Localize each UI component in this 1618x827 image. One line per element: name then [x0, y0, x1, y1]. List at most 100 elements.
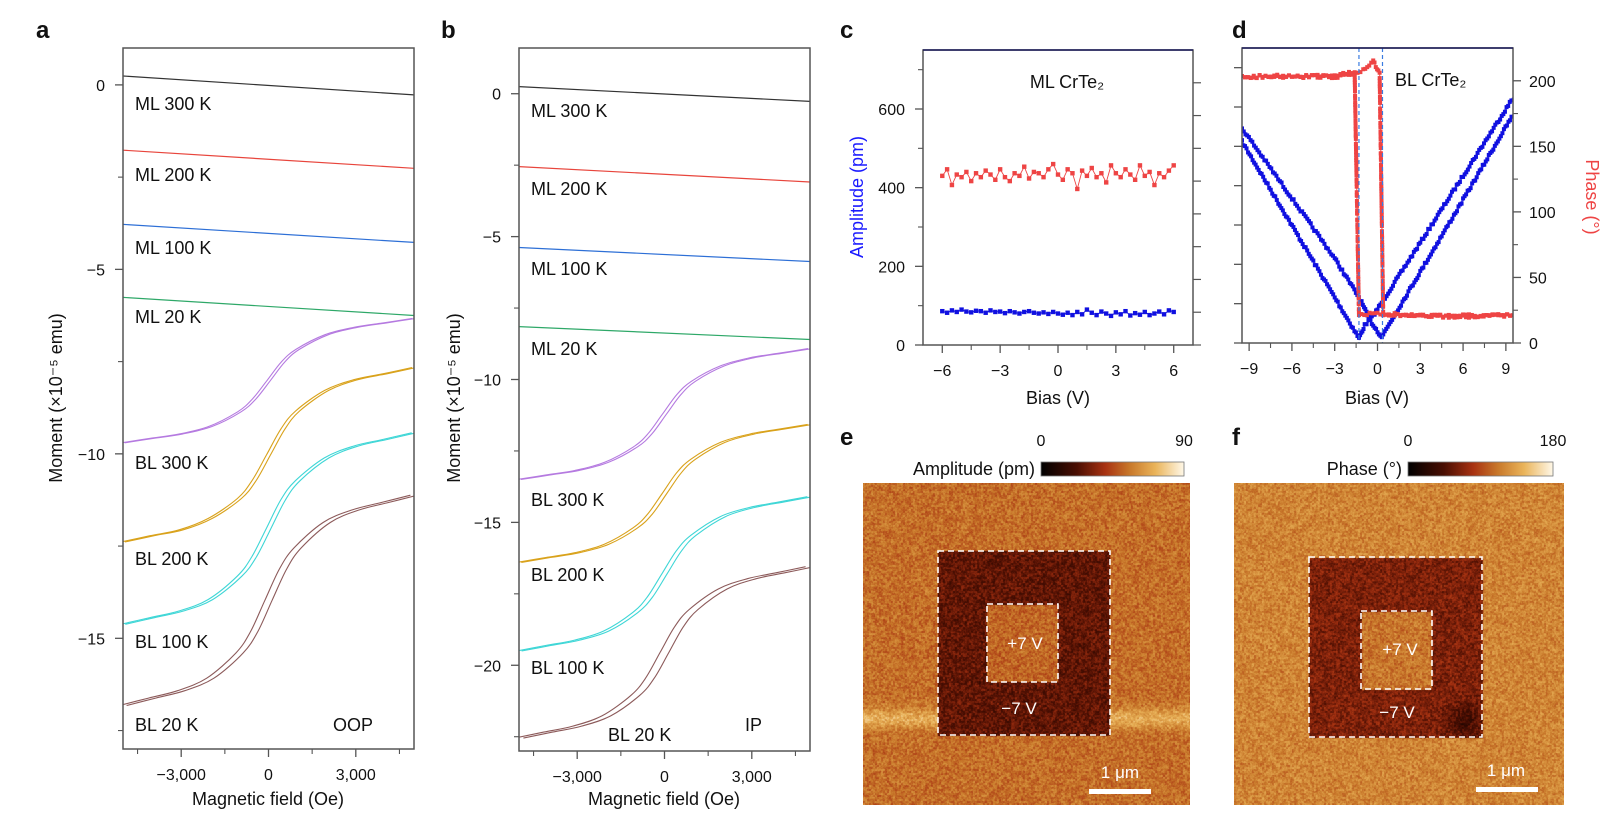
phase-marker	[1055, 172, 1061, 177]
x-axis-label: Magnetic field (Oe)	[588, 789, 740, 809]
phase-marker	[1327, 75, 1332, 80]
outer-bias-label: −7 V	[1001, 699, 1037, 718]
series-label: ML 300 K	[531, 101, 607, 121]
colorbar	[1407, 461, 1554, 477]
amplitude-marker	[1242, 129, 1246, 134]
phase-marker	[1012, 171, 1017, 176]
y-tick-label: −10	[78, 447, 105, 464]
phase-marker	[1286, 73, 1291, 78]
chart-d: Bias (V) Phase (°) BL CrTe₂ −9 −6 −3 0 3 6 9 0 5…	[1234, 47, 1602, 408]
phase-marker	[1379, 203, 1384, 208]
hysteresis-branch-descending	[125, 432, 414, 625]
phase-marker	[969, 178, 974, 184]
phase-marker	[1002, 174, 1008, 180]
amplitude-marker	[1261, 174, 1266, 179]
amplitude-marker	[1349, 282, 1354, 287]
amplitude-marker	[1440, 206, 1445, 211]
phase-marker	[1346, 72, 1351, 77]
phase-marker	[1379, 195, 1384, 200]
amplitude-marker	[1334, 257, 1339, 262]
markers	[940, 161, 1176, 319]
plot-frame	[518, 47, 811, 752]
phase-marker	[1478, 314, 1483, 319]
phase-marker	[1378, 141, 1383, 146]
phase-marker	[1046, 167, 1051, 172]
amplitude-marker	[1246, 134, 1251, 139]
x-tick-label: 6	[1169, 363, 1178, 380]
phase-marker	[1372, 60, 1377, 65]
amplitude-marker	[1303, 214, 1308, 219]
phase-marker	[1332, 73, 1337, 78]
phase-marker	[1464, 315, 1469, 320]
x-tick-label: 3	[1416, 361, 1425, 378]
amplitude-marker	[1465, 167, 1470, 172]
phase-marker	[1409, 312, 1414, 317]
phase-marker	[940, 173, 945, 179]
amplitude-marker	[1070, 312, 1075, 318]
phase-marker	[1421, 313, 1426, 318]
amplitude-marker	[1384, 294, 1389, 299]
annotation-ml-crte2: ML CrTe₂	[1030, 72, 1104, 92]
outer-poled-region	[1308, 556, 1483, 738]
amplitude-marker	[1475, 150, 1480, 155]
phase-marker	[1380, 268, 1385, 273]
phase-marker	[1469, 314, 1474, 319]
x-tick-label: −6	[1283, 361, 1301, 378]
amplitude-marker	[1491, 125, 1496, 130]
phase-marker	[1356, 290, 1361, 295]
phase-marker	[1353, 124, 1358, 129]
x-tick-label: 0	[1373, 361, 1382, 378]
phase-marker	[1502, 314, 1507, 319]
phase-marker	[1380, 255, 1385, 260]
phase-marker	[1377, 76, 1382, 81]
amplitude-marker	[1366, 315, 1371, 320]
amplitude-marker	[1441, 231, 1446, 236]
amplitude-marker	[1272, 171, 1277, 176]
amplitude-marker	[1253, 162, 1258, 167]
phase-marker	[1377, 82, 1382, 87]
amplitude-marker	[1340, 267, 1345, 272]
amplitude-marker	[1257, 150, 1262, 155]
amplitude-marker	[1386, 291, 1391, 296]
hysteresis-branch-ascending	[519, 566, 806, 738]
amplitude-marker	[1265, 161, 1270, 166]
chart-c: Bias (V) Amplitude (pm) ML CrTe₂ −6 −3 0 3 6…	[847, 49, 1201, 408]
amplitude-marker	[1390, 317, 1395, 322]
amplitude-marker	[1270, 191, 1275, 196]
x-tick-label: 0	[660, 769, 669, 786]
amplitude-marker	[978, 308, 984, 314]
amplitude-marker	[1457, 179, 1462, 184]
phase-marker	[1354, 184, 1359, 189]
phase-marker	[1242, 75, 1247, 80]
amplitude-marker	[1335, 299, 1340, 304]
y-tick-label: −5	[87, 262, 105, 279]
amplitude-marker	[1382, 329, 1387, 334]
amplitude-marker	[1242, 126, 1244, 131]
hysteresis-branch-ascending	[123, 317, 413, 444]
phase-marker	[1355, 218, 1360, 223]
phase-marker	[1379, 212, 1384, 217]
amplitude-marker	[1375, 330, 1380, 335]
amplitude-marker	[1329, 290, 1334, 295]
amplitude-marker	[1434, 216, 1439, 221]
phase-marker	[1379, 192, 1384, 197]
amplitude-marker	[1467, 164, 1472, 169]
amplitude-marker	[1363, 307, 1368, 312]
amplitude-marker	[1502, 109, 1507, 114]
hysteresis-branch-descending	[521, 424, 810, 563]
amplitude-marker	[1495, 139, 1500, 144]
amplitude-marker	[1384, 326, 1389, 331]
amplitude-marker	[1435, 212, 1440, 217]
hysteresis-branch-descending	[523, 567, 810, 739]
phase-marker	[1381, 303, 1386, 308]
phase-marker	[1378, 134, 1383, 139]
phase-marker	[997, 167, 1003, 172]
series-line	[123, 149, 414, 169]
phase-marker	[1380, 232, 1385, 237]
amplitude-marker	[1055, 311, 1061, 316]
phase-marker	[1384, 312, 1389, 317]
phase-marker	[1355, 252, 1360, 257]
amplitude-marker	[1315, 231, 1320, 236]
phase-marker	[1318, 74, 1323, 79]
amplitude-marker	[1244, 146, 1249, 151]
